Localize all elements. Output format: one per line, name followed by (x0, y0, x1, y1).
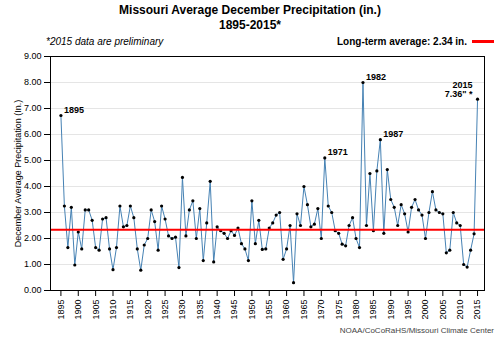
html-text:*2015 data are preliminary: *2015 data are preliminary (46, 36, 164, 47)
svg-text:1935: 1935 (195, 300, 205, 320)
html-text:1895-2015*: 1895-2015* (219, 18, 281, 32)
html-text:Long-term average: 2.34 in.: Long-term average: 2.34 in. (337, 36, 467, 47)
svg-text:8.00: 8.00 (24, 77, 42, 87)
svg-text:20157.36" *: 20157.36" * (445, 80, 473, 99)
svg-text:1995: 1995 (403, 300, 413, 320)
svg-text:1910: 1910 (108, 300, 118, 320)
svg-text:2015: 2015 (472, 300, 482, 320)
svg-text:7.00: 7.00 (24, 103, 42, 113)
svg-text:1940: 1940 (212, 300, 222, 320)
svg-text:1920: 1920 (143, 300, 153, 320)
svg-text:1915: 1915 (125, 300, 135, 320)
svg-text:1930: 1930 (177, 300, 187, 320)
svg-text:1980: 1980 (351, 300, 361, 320)
svg-text:December Average Precipitation: December Average Precipitation (In.) (13, 100, 23, 247)
svg-text:1990: 1990 (386, 300, 396, 320)
svg-text:2005: 2005 (438, 300, 448, 320)
svg-text:9.00: 9.00 (24, 51, 42, 61)
svg-text:1.00: 1.00 (24, 259, 42, 269)
svg-text:1955: 1955 (264, 300, 274, 320)
svg-text:2010: 2010 (455, 300, 465, 320)
svg-text:2000: 2000 (420, 300, 430, 320)
svg-text:1960: 1960 (281, 300, 291, 320)
svg-text:1895: 1895 (64, 105, 84, 115)
svg-text:1900: 1900 (73, 300, 83, 320)
svg-text:1982: 1982 (366, 72, 386, 82)
svg-text:5.00: 5.00 (24, 155, 42, 165)
html-text:NOAA/CoCoRaHS/Missouri Climate: NOAA/CoCoRaHS/Missouri Climate Center (339, 326, 494, 335)
svg-text:1987: 1987 (383, 129, 403, 139)
html-text:Missouri Average December Prec: Missouri Average December Precipitation … (119, 3, 381, 17)
svg-text:3.00: 3.00 (24, 207, 42, 217)
svg-text:1971: 1971 (328, 147, 348, 157)
svg-text:1975: 1975 (334, 300, 344, 320)
svg-text:1945: 1945 (229, 300, 239, 320)
svg-text:1965: 1965 (299, 300, 309, 320)
svg-text:4.00: 4.00 (24, 181, 42, 191)
svg-text:1985: 1985 (368, 300, 378, 320)
svg-text:1925: 1925 (160, 300, 170, 320)
svg-text:1905: 1905 (91, 300, 101, 320)
svg-text:0.00: 0.00 (24, 285, 42, 295)
svg-text:1895: 1895 (56, 300, 66, 320)
svg-text:1970: 1970 (316, 300, 326, 320)
svg-text:6.00: 6.00 (24, 129, 42, 139)
svg-text:2.00: 2.00 (24, 233, 42, 243)
svg-text:1950: 1950 (247, 300, 257, 320)
